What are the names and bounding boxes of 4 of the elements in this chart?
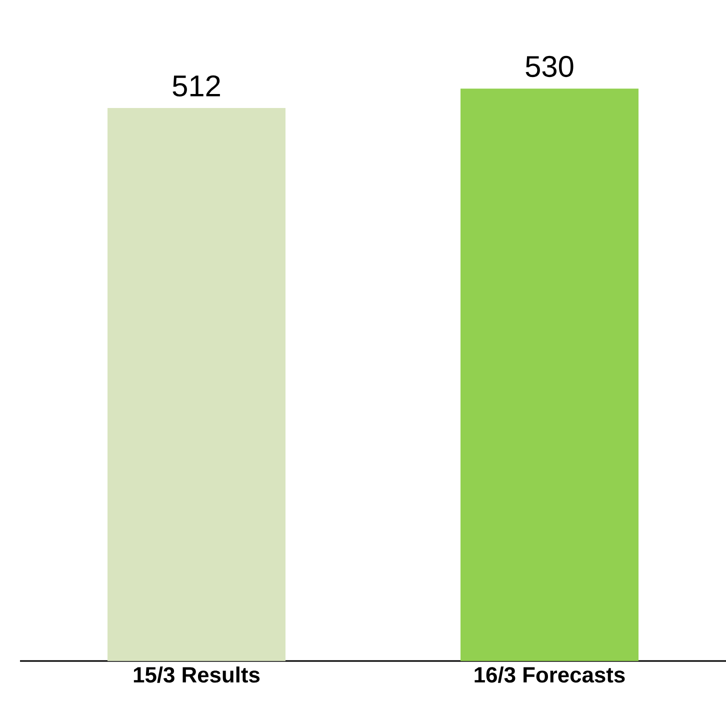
x-tick-label: 16/3 Forecasts — [474, 666, 625, 683]
data-label: 512 — [172, 75, 220, 97]
data-label: 530 — [526, 56, 574, 78]
x-tick-label: 15/3 Results — [134, 666, 260, 683]
